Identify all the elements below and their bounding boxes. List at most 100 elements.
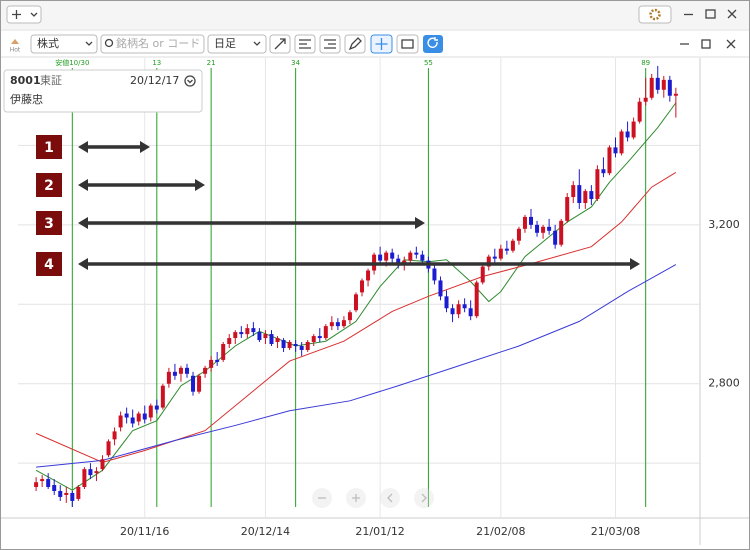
x-tick-label: 21/03/08 [591,525,640,538]
annotation-box [36,173,62,197]
candle-body [408,252,413,261]
align-icon [324,39,336,49]
search-placeholder: 銘柄名 or コード [116,36,200,50]
candle-body [287,342,292,348]
candle-body [154,405,159,410]
info-box-frame [3,69,203,113]
scroll-right-button[interactable] [414,488,434,508]
y-tick-label: 2,800 [708,377,740,390]
candle-body [191,375,196,392]
arrow-head [140,141,150,153]
candle-body [613,147,618,154]
candle-body [178,367,183,374]
candle-body [571,185,576,198]
candle-body [577,185,582,203]
zoom-in-button[interactable] [346,488,366,508]
search-box[interactable] [100,34,205,54]
period-select[interactable] [207,34,267,54]
candle-body [474,282,479,317]
exchange: 東証 [40,74,62,87]
fib-label: 安値10/30 [55,58,89,67]
candle-body [275,338,280,343]
candle-body [353,294,358,311]
add-button[interactable] [6,5,42,24]
moving-average [35,171,677,463]
candle-body [76,487,81,499]
candle-body [281,340,286,348]
gear-icon [649,8,661,21]
camera-button[interactable] [396,34,419,54]
arrow-head [78,141,88,153]
candle-body [209,359,214,368]
candle-body [317,336,322,339]
candle-body [227,338,232,345]
chevron-icon [253,41,261,46]
expand-button[interactable] [184,75,196,87]
candle-body [112,431,117,440]
arrow-head [78,258,88,270]
candle-body [166,371,171,384]
candle-body [203,367,208,374]
annotation-box [36,252,62,276]
draw-button[interactable] [344,34,366,54]
candle-body [269,334,274,345]
date: 20/12/17 [130,74,179,87]
title-bar [1,1,749,29]
chevron-icon [85,41,93,46]
zoom-out-button[interactable] [312,488,332,508]
arrow-head [630,258,640,270]
chevron-icon [187,79,193,84]
settings-button[interactable] [638,5,672,24]
candle-body [529,216,534,225]
candle-body [40,479,45,482]
x-tick-label: 21/02/08 [476,525,525,538]
candle-body [589,191,594,200]
panel-close[interactable] [726,39,736,49]
candle-body [82,469,87,488]
market-select[interactable] [30,34,98,54]
fib-label: 21 [207,59,216,67]
annotation-number: 4 [44,257,54,273]
panel-restore[interactable] [701,39,711,49]
fib-label: 13 [152,59,161,67]
candle-body [329,322,334,327]
plus-icon [12,10,21,19]
candle-body [311,336,316,343]
candle-body [480,266,485,283]
candle-body [221,344,226,360]
hot-icon[interactable] [11,39,19,44]
candle-body [341,320,346,327]
period-label: 日足 [214,37,236,50]
candle-body [420,254,425,261]
camera-icon [401,39,414,49]
candle-body [172,371,177,376]
candle-body [414,252,419,255]
candle-body [70,492,75,501]
candle-body [245,328,250,335]
maximize-button[interactable] [705,9,716,19]
candle-body [661,79,666,90]
candle-body [655,77,660,90]
candle-body [535,224,540,233]
candle-body [456,304,461,315]
candle-body [184,367,189,374]
scroll-left-button[interactable] [380,488,400,508]
candle-body [643,97,648,102]
candle-body [637,101,642,122]
fib-label: 55 [424,59,433,67]
align-icon [299,39,311,49]
candle-body [432,268,437,281]
annotation-number: 3 [44,216,54,232]
candle-body [492,256,497,259]
market-label: 株式 [37,36,59,50]
candle-body [347,312,352,321]
refresh-icon [427,37,438,48]
arrow-head [415,217,425,229]
arrow-head [78,179,88,191]
arrow-head [195,179,205,191]
candle-body [438,280,443,297]
candle-body [468,308,473,317]
close-button[interactable] [727,9,737,19]
